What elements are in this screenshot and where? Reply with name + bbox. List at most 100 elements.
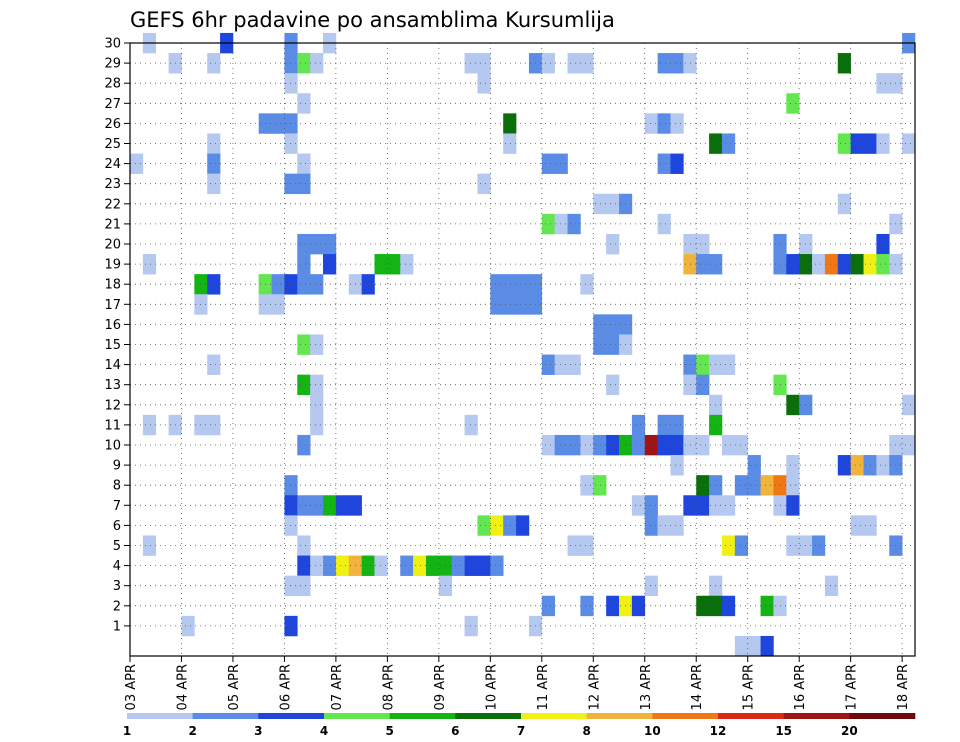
heatmap-cell [554, 434, 568, 456]
heatmap-cell [567, 213, 581, 235]
heatmap-cell [361, 555, 375, 576]
x-tick-label: 08 APR [381, 664, 396, 710]
heatmap-cell [786, 254, 800, 275]
heatmap-cell [413, 555, 427, 576]
x-tick-label: 14 APR [690, 664, 705, 710]
y-tick-label: 11 [104, 418, 121, 433]
heatmap-cell [786, 495, 800, 516]
heatmap-cell [284, 133, 298, 154]
x-tick-label: 10 APR [484, 664, 499, 710]
heatmap-cell [631, 495, 646, 516]
heatmap-cell [670, 434, 684, 456]
colorbar-swatch [652, 713, 719, 719]
heatmap-cell [696, 233, 710, 255]
heatmap-cell [297, 233, 311, 255]
heatmap-cell [670, 414, 684, 436]
heatmap-cell [464, 555, 478, 576]
heatmap-cell [631, 595, 646, 617]
colorbar-swatch [192, 713, 259, 719]
heatmap-cell [786, 93, 800, 114]
plot-frame [129, 42, 916, 657]
x-tick-label: 16 APR [793, 664, 808, 710]
heatmap-cell [284, 73, 298, 94]
heatmap-cell [593, 334, 607, 355]
heatmap-cell [284, 515, 298, 536]
y-tick-label: 26 [104, 117, 121, 132]
heatmap-cell [451, 555, 465, 576]
heatmap-cell [593, 434, 607, 456]
heatmap-cell [297, 53, 311, 74]
heatmap-cell [374, 254, 388, 275]
heatmap-cell [477, 73, 491, 94]
heatmap-cell [567, 434, 581, 456]
heatmap-cell [541, 53, 555, 74]
heatmap-cell [760, 595, 774, 617]
heatmap-cell [683, 233, 697, 255]
heatmap-cell [696, 475, 710, 496]
heatmap-cell [387, 254, 401, 275]
colorbar-label: 2 [188, 724, 196, 738]
heatmap-cell [786, 394, 800, 416]
heatmap-cell [606, 314, 620, 335]
y-tick-label: 17 [104, 298, 121, 313]
colorbar-swatch [783, 713, 850, 719]
heatmap-cell [297, 434, 311, 456]
colorbar-swatch [389, 713, 456, 719]
heatmap-cell [323, 254, 337, 275]
heatmap-cell [683, 53, 697, 74]
heatmap-cell [696, 254, 710, 275]
heatmap-cell [747, 635, 761, 657]
heatmap-cell [310, 394, 324, 416]
heatmap-cell [567, 535, 581, 556]
heatmap-cell [824, 575, 839, 597]
heatmap-cell [284, 53, 298, 74]
heatmap-cell [323, 555, 337, 576]
heatmap-cell [207, 173, 221, 195]
y-tick-label: 15 [104, 338, 121, 353]
heatmap-cell [876, 254, 890, 275]
colorbar-label: 20 [841, 724, 858, 738]
heatmap-cell [516, 274, 530, 295]
colorbar-label: 4 [320, 724, 328, 738]
heatmap-cell [876, 73, 890, 94]
heatmap-cell [721, 535, 736, 556]
x-tick-label: 12 APR [587, 664, 602, 710]
heatmap-cell [310, 53, 324, 74]
heatmap-cell [541, 213, 555, 235]
heatmap-cell [400, 254, 414, 275]
heatmap-cell [760, 635, 774, 657]
colorbar-swatch [127, 713, 193, 719]
heatmap-cell [477, 53, 491, 74]
heatmap-cell [837, 254, 851, 275]
heatmap-cell [297, 334, 311, 355]
colorbar-swatch [586, 713, 653, 719]
colorbar-swatch [455, 713, 522, 719]
heatmap-cell [323, 495, 337, 516]
heatmap-cell [284, 274, 298, 295]
heatmap-cell [142, 414, 157, 436]
heatmap-cell [670, 113, 684, 134]
y-tick-label: 1 [113, 619, 121, 634]
heatmap-cell [284, 173, 298, 195]
x-tick-label: 15 APR [742, 664, 757, 710]
heatmap-cell [683, 434, 697, 456]
heatmap-cell [516, 294, 530, 315]
y-tick-label: 9 [113, 459, 121, 474]
heatmap-cell [374, 555, 388, 576]
x-tick-label: 04 APR [175, 664, 190, 710]
x-tick-label: 07 APR [330, 664, 345, 710]
heatmap-cell [554, 354, 568, 375]
colorbar-label: 3 [254, 724, 262, 738]
heatmap-cell [297, 274, 311, 295]
heatmap-cell [593, 314, 607, 335]
heatmap-cell [593, 193, 607, 215]
heatmap-cell [606, 193, 620, 215]
heatmap-cell [297, 374, 311, 396]
heatmap-cell [721, 595, 736, 617]
y-tick-label: 12 [104, 398, 121, 413]
heatmap-cell [734, 535, 749, 556]
heatmap-cell [297, 254, 311, 275]
heatmap-cell [786, 455, 800, 476]
colorbar-swatch [718, 713, 784, 719]
heatmap-cell [181, 615, 195, 637]
